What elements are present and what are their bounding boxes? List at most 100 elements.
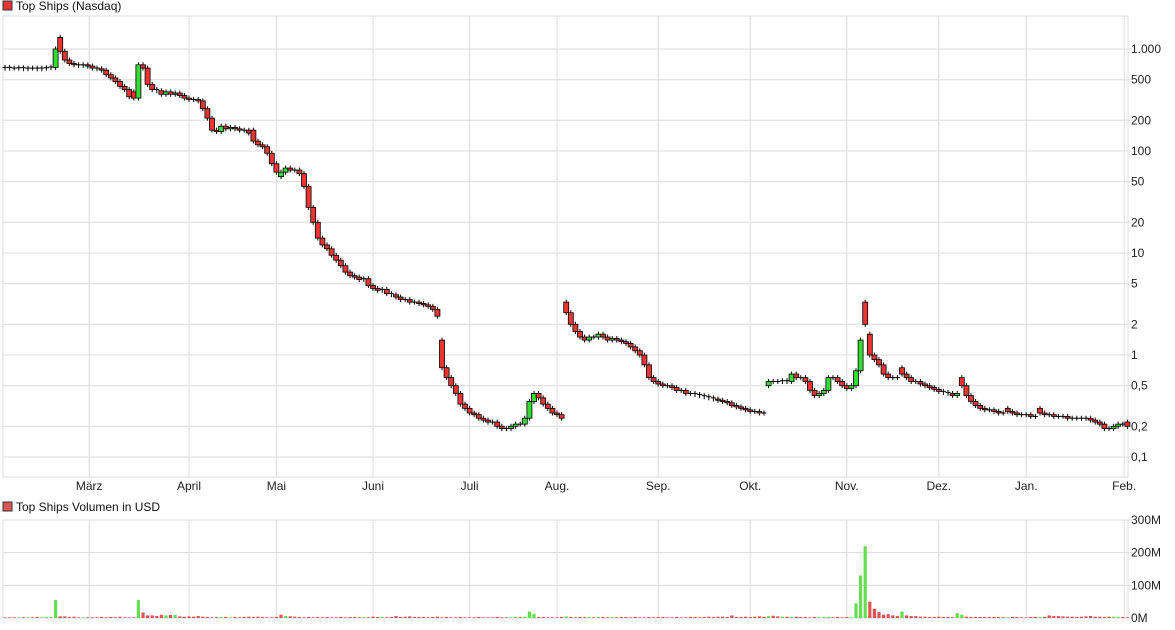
volume-bar [412,617,416,618]
volume-bar [118,616,122,618]
candle [154,87,160,94]
volume-bar [8,617,12,618]
candle-body [342,265,349,273]
candle-body [1050,414,1057,417]
candle [144,65,151,87]
volume-bar [385,617,389,618]
volume-bar [196,616,200,618]
candle [443,365,450,381]
candle [490,419,496,425]
candle [292,167,298,173]
candle [333,252,340,263]
candle [393,292,399,300]
volume-bar [205,617,209,618]
candle-body [393,294,399,298]
x-axis: März April Mai Juni Juli Aug. Sep. Okt. Nov. Dez.… [76,479,1136,493]
volume-bar [164,615,168,618]
volume-bar [560,617,564,618]
candle [1055,413,1061,419]
volume-bar [362,617,366,618]
volume-bar [187,616,191,618]
volume-bar [472,617,476,618]
candle-body [1004,407,1011,412]
candle [273,161,280,175]
candle-body [475,414,482,419]
candle [1092,417,1099,425]
candle [140,62,146,71]
volume-bar [859,575,863,618]
volume-bar [725,617,729,618]
candle [1083,415,1089,421]
candle [310,204,317,225]
price-tick-label: 200 [1131,113,1151,127]
candle-body [1041,412,1048,416]
candle-body [259,144,266,148]
candle-body [121,85,128,90]
candle [57,34,64,54]
volume-bar [831,617,835,618]
price-tick-label: 10 [1131,246,1145,260]
candle [264,144,271,156]
volume-bar [132,617,136,618]
candle [544,401,551,411]
volume-bar [799,617,803,618]
candle [1078,415,1084,421]
candle-body [968,395,974,402]
candle [379,286,385,293]
volume-bar [353,617,357,618]
candle-body [383,288,390,294]
candle [186,95,192,102]
volume-bar [840,617,844,618]
candle [866,331,873,358]
candle [1124,419,1131,429]
candle-body [1064,416,1071,419]
volume-bar [1107,616,1111,618]
volume-tick-label: 100M [1131,578,1161,592]
volume-bar [463,617,467,618]
candle [448,375,455,389]
candle-body [498,425,505,429]
volume-bar [684,617,688,618]
candle-body [319,237,326,246]
candle-body [899,367,905,375]
volume-bar [546,617,550,618]
candle [7,64,13,71]
candle [682,387,689,396]
candle-body [1087,417,1094,421]
volume-bar [274,617,278,618]
candle [931,385,938,392]
price-tick-label: 0,2 [1131,419,1148,433]
candle-body [636,350,643,356]
candle-body [1027,414,1034,417]
candle-body [370,285,376,289]
candle [388,291,394,298]
volume-bar [514,617,518,618]
volume-bar [408,616,412,618]
candle [917,378,924,387]
volume-bar [491,617,495,618]
x-tick-label: Mai [267,479,286,493]
volume-bar [868,601,872,618]
volume-bar [357,617,361,618]
volume-bar [256,616,260,618]
price-tick-label: 100 [1131,144,1151,158]
candle [328,246,335,258]
candle [991,407,997,414]
volume-bar [104,617,108,618]
volume-bar [808,617,812,618]
candle [1074,415,1080,421]
candle-body [333,254,340,261]
candle-body [908,377,915,382]
volume-bar [500,617,504,618]
candle-body [204,108,211,119]
candle [11,65,17,71]
price-tick-label: 0,5 [1131,379,1148,393]
volume-bar [81,617,85,618]
candle-body [958,377,965,387]
candle [733,402,740,410]
candle [752,408,758,414]
candle [471,410,478,418]
candle-body [738,406,744,409]
candle-body [84,64,91,67]
